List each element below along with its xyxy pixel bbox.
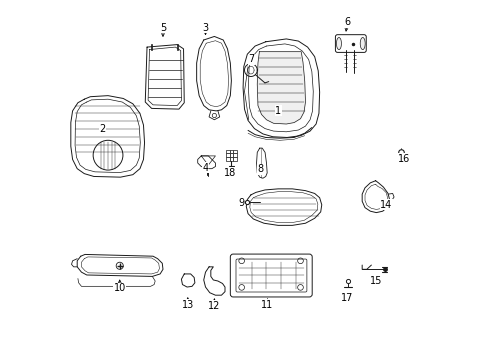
FancyBboxPatch shape bbox=[236, 259, 306, 292]
Text: 6: 6 bbox=[344, 17, 349, 27]
Polygon shape bbox=[77, 255, 163, 276]
Text: 9: 9 bbox=[237, 198, 244, 208]
Text: 8: 8 bbox=[257, 165, 263, 174]
Bar bbox=[233, 157, 236, 161]
Polygon shape bbox=[243, 39, 319, 138]
Bar bbox=[229, 153, 233, 157]
Text: 12: 12 bbox=[208, 301, 220, 311]
Polygon shape bbox=[257, 52, 305, 124]
Bar bbox=[229, 157, 233, 161]
Text: 7: 7 bbox=[248, 54, 254, 64]
Text: 13: 13 bbox=[182, 300, 194, 310]
Text: 11: 11 bbox=[261, 300, 273, 310]
Bar bbox=[229, 150, 233, 153]
Polygon shape bbox=[181, 274, 195, 287]
Polygon shape bbox=[197, 156, 215, 168]
Text: 4: 4 bbox=[202, 163, 208, 172]
Text: 14: 14 bbox=[379, 200, 391, 210]
Bar bbox=[233, 153, 236, 157]
Polygon shape bbox=[203, 267, 224, 295]
Bar bbox=[225, 153, 229, 157]
Bar bbox=[225, 150, 229, 153]
Ellipse shape bbox=[360, 37, 365, 50]
FancyBboxPatch shape bbox=[230, 254, 311, 297]
Bar bbox=[225, 157, 229, 161]
FancyBboxPatch shape bbox=[335, 35, 366, 53]
Text: 15: 15 bbox=[369, 276, 381, 286]
Text: 5: 5 bbox=[160, 23, 166, 33]
Text: 2: 2 bbox=[100, 123, 105, 134]
Bar bbox=[233, 150, 236, 153]
Text: 1: 1 bbox=[275, 106, 281, 116]
Polygon shape bbox=[362, 181, 389, 213]
Polygon shape bbox=[246, 189, 321, 225]
Text: 18: 18 bbox=[224, 168, 236, 178]
Polygon shape bbox=[256, 148, 266, 178]
Ellipse shape bbox=[336, 37, 341, 50]
Text: 17: 17 bbox=[341, 293, 353, 303]
Polygon shape bbox=[196, 36, 231, 111]
Polygon shape bbox=[145, 45, 184, 109]
Text: 16: 16 bbox=[397, 154, 409, 164]
Polygon shape bbox=[71, 96, 144, 177]
Text: 3: 3 bbox=[202, 23, 208, 33]
Text: 10: 10 bbox=[113, 283, 125, 293]
